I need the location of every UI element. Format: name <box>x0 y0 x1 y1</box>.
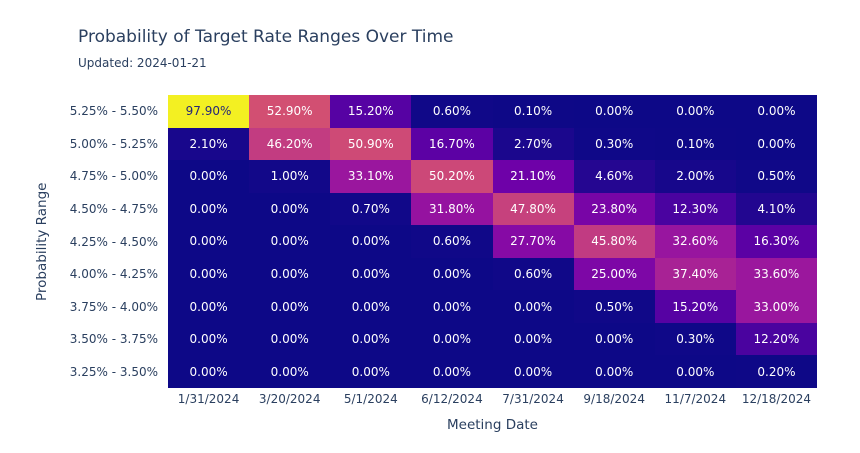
heatmap-cell[interactable]: 27.70% <box>492 225 574 258</box>
heatmap-cell[interactable]: 0.00% <box>249 290 331 323</box>
heatmap-cell[interactable]: 0.00% <box>411 290 493 323</box>
heatmap-cell[interactable]: 12.20% <box>735 322 817 356</box>
heatmap-cell[interactable]: 0.10% <box>492 95 574 128</box>
heatmap-cell[interactable]: 0.00% <box>168 322 250 356</box>
heatmap-grid: 97.90% 52.90% 15.20% 0.60% 0.10% 0.00% 0.00% 0.… <box>168 95 817 388</box>
heatmap-cell[interactable]: 33.00% <box>735 290 817 323</box>
heatmap-cell[interactable]: 50.90% <box>330 127 412 161</box>
heatmap-cell[interactable]: 0.00% <box>168 290 250 323</box>
heatmap-cell[interactable]: 16.70% <box>411 127 493 161</box>
heatmap-cell[interactable]: 0.00% <box>249 225 331 258</box>
heatmap-cell[interactable]: 0.00% <box>330 257 412 291</box>
heatmap-cell[interactable]: 0.00% <box>168 257 250 291</box>
heatmap-cell[interactable]: 97.90% <box>168 95 250 128</box>
heatmap-cell[interactable]: 12.30% <box>654 192 736 226</box>
heatmap-cell[interactable]: 0.00% <box>168 160 250 193</box>
heatmap-cell[interactable]: 0.00% <box>330 355 412 388</box>
heatmap-cell[interactable]: 0.00% <box>573 95 655 128</box>
heatmap-cell[interactable]: 0.60% <box>411 225 493 258</box>
x-tick-label: 9/18/2024 <box>583 392 645 406</box>
heatmap-cell[interactable]: 0.00% <box>249 257 331 291</box>
heatmap-cell[interactable]: 0.00% <box>249 322 331 356</box>
heatmap-cell[interactable]: 0.10% <box>654 127 736 161</box>
heatmap-cell[interactable]: 0.20% <box>735 355 817 388</box>
heatmap-cell[interactable]: 0.60% <box>492 257 574 291</box>
heatmap-cell[interactable]: 32.60% <box>654 225 736 258</box>
x-axis-title: Meeting Date <box>447 417 538 433</box>
heatmap-cell[interactable]: 21.10% <box>492 160 574 193</box>
heatmap-cell[interactable]: 0.00% <box>573 322 655 356</box>
heatmap-cell[interactable]: 0.00% <box>411 355 493 388</box>
x-tick-label: 7/31/2024 <box>502 392 564 406</box>
heatmap-cell[interactable]: 0.00% <box>330 322 412 356</box>
heatmap-cell[interactable]: 0.00% <box>168 192 250 226</box>
x-tick-labels: 1/31/2024 3/20/2024 5/1/2024 6/12/2024 7/31/… <box>168 392 817 408</box>
heatmap-cell[interactable]: 0.00% <box>168 355 250 388</box>
heatmap-cell[interactable]: 0.00% <box>411 322 493 356</box>
heatmap-cell[interactable]: 0.00% <box>573 355 655 388</box>
y-tick-label: 5.00% - 5.25% <box>69 136 158 151</box>
heatmap-cell[interactable]: 16.30% <box>735 225 817 258</box>
y-tick-label: 3.50% - 3.75% <box>69 332 158 347</box>
chart-title: Probability of Target Rate Ranges Over T… <box>78 27 454 47</box>
heatmap-cell[interactable]: 0.00% <box>249 355 331 388</box>
heatmap-cell[interactable]: 2.00% <box>654 160 736 193</box>
heatmap-cell[interactable]: 0.00% <box>411 257 493 291</box>
heatmap-cell[interactable]: 33.10% <box>330 160 412 193</box>
heatmap-cell[interactable]: 0.00% <box>492 322 574 356</box>
y-tick-label: 3.25% - 3.50% <box>69 364 158 379</box>
heatmap-cell[interactable]: 33.60% <box>735 257 817 291</box>
heatmap-cell[interactable]: 0.00% <box>735 127 817 161</box>
heatmap-cell[interactable]: 0.00% <box>492 290 574 323</box>
heatmap-cell[interactable]: 0.00% <box>168 225 250 258</box>
y-tick-label: 4.25% - 4.50% <box>69 234 158 249</box>
heatmap-cell[interactable]: 45.80% <box>573 225 655 258</box>
heatmap-cell[interactable]: 0.00% <box>735 95 817 128</box>
x-tick-label: 1/31/2024 <box>177 392 240 406</box>
heatmap-cell[interactable]: 4.60% <box>573 160 655 193</box>
heatmap-cell[interactable]: 0.00% <box>249 192 331 226</box>
heatmap-cell[interactable]: 47.80% <box>492 192 574 226</box>
heatmap-cell[interactable]: 2.10% <box>168 127 250 161</box>
chart-subtitle: Updated: 2024-01-21 <box>78 56 207 70</box>
x-tick-label: 11/7/2024 <box>664 392 727 406</box>
heatmap-cell[interactable]: 25.00% <box>573 257 655 291</box>
heatmap-cell[interactable]: 0.00% <box>654 355 736 388</box>
heatmap-cell[interactable]: 31.80% <box>411 192 493 226</box>
y-tick-label: 4.00% - 4.25% <box>69 267 158 282</box>
heatmap-cell[interactable]: 0.50% <box>573 290 655 323</box>
heatmap-cell[interactable]: 50.20% <box>411 160 493 193</box>
heatmap-cell[interactable]: 4.10% <box>735 192 817 226</box>
heatmap-cell[interactable]: 15.20% <box>654 290 736 323</box>
heatmap-cell[interactable]: 0.00% <box>330 225 412 258</box>
y-tick-labels: 5.25% - 5.50% 5.00% - 5.25% 4.75% - 5.00% 4… <box>0 95 163 388</box>
heatmap-cell[interactable]: 23.80% <box>573 192 655 226</box>
heatmap-cell[interactable]: 0.30% <box>573 127 655 161</box>
heatmap-cell[interactable]: 0.00% <box>330 290 412 323</box>
x-tick-label: 6/12/2024 <box>421 392 483 406</box>
heatmap-cell[interactable]: 2.70% <box>492 127 574 161</box>
heatmap-cell[interactable]: 0.70% <box>330 192 412 226</box>
heatmap-cell[interactable]: 0.60% <box>411 95 493 128</box>
heatmap-cell[interactable]: 0.30% <box>654 322 736 356</box>
heatmap-cell[interactable]: 15.20% <box>330 95 412 128</box>
heatmap-cell[interactable]: 0.00% <box>492 355 574 388</box>
y-tick-label: 5.25% - 5.50% <box>69 104 158 119</box>
heatmap-cell[interactable]: 0.50% <box>735 160 817 193</box>
x-tick-label: 3/20/2024 <box>258 392 321 406</box>
x-tick-label: 12/18/2024 <box>741 392 812 406</box>
heatmap-cell[interactable]: 1.00% <box>249 160 331 193</box>
heatmap-cell[interactable]: 46.20% <box>249 127 331 161</box>
y-tick-label: 4.50% - 4.75% <box>69 201 158 216</box>
heatmap-cell[interactable]: 37.40% <box>654 257 736 291</box>
x-tick-label: 5/1/2024 <box>343 392 398 406</box>
heatmap-cell[interactable]: 52.90% <box>249 95 331 128</box>
y-tick-label: 3.75% - 4.00% <box>69 299 158 314</box>
heatmap-cell[interactable]: 0.00% <box>654 95 736 128</box>
y-tick-label: 4.75% - 5.00% <box>69 169 158 184</box>
